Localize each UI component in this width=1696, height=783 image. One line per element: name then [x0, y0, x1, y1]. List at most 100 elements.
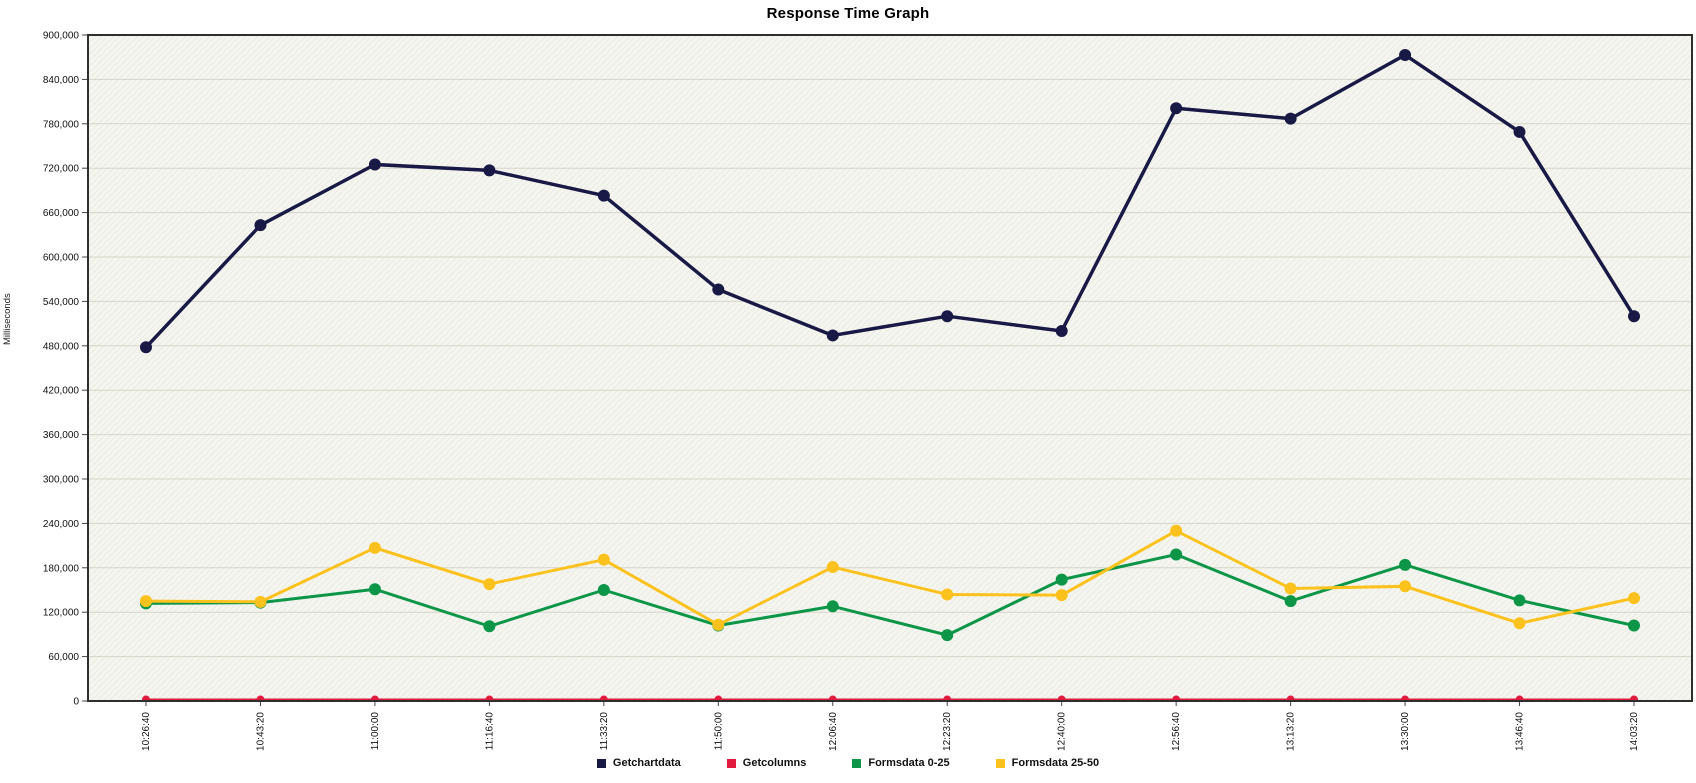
- data-point: [142, 695, 150, 701]
- data-point: [828, 695, 837, 701]
- data-point: [1399, 580, 1412, 593]
- y-axis-ticks: 0 60,000 120,000 180,000 240,000 300,000 360,0…: [43, 31, 88, 708]
- data-point: [1284, 595, 1297, 608]
- y-tick-label: 120,000: [43, 608, 80, 619]
- data-point: [1399, 48, 1412, 61]
- y-tick-label: 840,000: [43, 75, 80, 86]
- y-tick-label: 660,000: [43, 208, 80, 219]
- y-tick-label: 600,000: [43, 253, 80, 264]
- legend-item-formsdata-25-50: Formsdata 25-50: [995, 757, 1099, 769]
- data-point: [712, 618, 725, 631]
- x-tick-label: 11:50:00: [713, 712, 724, 751]
- data-point: [941, 629, 954, 642]
- data-point: [1286, 695, 1295, 701]
- data-point: [254, 595, 267, 608]
- data-point: [1284, 112, 1297, 125]
- y-tick-label: 780,000: [43, 119, 80, 130]
- plot-hatch: [88, 35, 1692, 701]
- legend-item-getcolumns: Getcolumns: [726, 757, 807, 769]
- data-point: [368, 158, 381, 171]
- y-tick-label: 180,000: [43, 563, 80, 574]
- data-point: [714, 695, 723, 701]
- legend-item-formsdata-0-25: Formsdata 0-25: [852, 757, 950, 769]
- y-tick-label: 900,000: [43, 31, 80, 42]
- y-tick-label: 60,000: [48, 652, 79, 663]
- data-point: [1055, 573, 1068, 586]
- data-point: [597, 189, 610, 202]
- data-point: [256, 695, 265, 701]
- data-point: [1630, 695, 1638, 701]
- data-point: [1170, 524, 1183, 537]
- data-point: [483, 620, 496, 633]
- data-point: [943, 695, 952, 701]
- x-tick-label: 11:16:40: [484, 712, 495, 751]
- data-point: [599, 695, 608, 701]
- x-tick-label: 12:06:40: [828, 712, 839, 751]
- data-point: [483, 164, 496, 177]
- x-tick-label: 11:00:00: [370, 712, 381, 751]
- data-point: [140, 595, 152, 608]
- data-point: [485, 695, 494, 701]
- data-point: [1628, 310, 1640, 323]
- legend-swatch-icon: [852, 758, 862, 768]
- data-point: [597, 553, 610, 566]
- data-point: [1170, 548, 1183, 561]
- series-layer: [140, 48, 1640, 701]
- data-point: [368, 583, 381, 596]
- plot-border: [87, 34, 1693, 702]
- data-point: [1172, 695, 1181, 701]
- x-tick-label: 12:23:20: [942, 712, 953, 751]
- x-tick-label: 13:13:20: [1286, 712, 1297, 751]
- y-tick-label: 300,000: [43, 475, 80, 486]
- y-tick-label: 720,000: [43, 164, 80, 175]
- series-getcolumns: [142, 695, 1638, 701]
- data-point: [712, 283, 725, 296]
- legend-swatch-icon: [596, 758, 606, 768]
- data-point: [1513, 125, 1526, 138]
- data-point: [1057, 695, 1066, 701]
- series-formsdata-25-50: [140, 524, 1640, 631]
- legend-item-getchartdata: Getchartdata: [596, 757, 681, 769]
- legend-label: Formsdata 0-25: [868, 757, 950, 769]
- data-point: [1515, 695, 1524, 701]
- data-point: [1628, 619, 1640, 632]
- page-title: Response Time Graph: [766, 5, 930, 22]
- x-tick-label: 10:43:20: [255, 712, 266, 751]
- x-tick-label: 12:40:00: [1057, 712, 1068, 751]
- data-point: [1628, 592, 1640, 605]
- x-tick-label: 13:46:40: [1515, 712, 1526, 751]
- data-point: [368, 541, 381, 554]
- data-point: [1170, 102, 1183, 115]
- y-tick-label: 360,000: [43, 430, 80, 441]
- x-tick-label: 11:33:20: [599, 712, 610, 751]
- y-tick-label: 540,000: [43, 297, 80, 308]
- response-time-chart: 0 60,000 120,000 180,000 240,000 300,000 360,0…: [43, 31, 1693, 751]
- series-getchartdata: [140, 48, 1640, 354]
- data-point: [826, 600, 839, 613]
- data-point: [370, 695, 379, 701]
- x-tick-label: 13:30:00: [1400, 712, 1411, 751]
- data-point: [483, 578, 496, 591]
- data-point: [1513, 594, 1526, 607]
- chart-legend: Getchartdata Getcolumns Formsdata 0-25 Form…: [0, 757, 1696, 769]
- data-point: [597, 584, 610, 596]
- y-tick-label: 240,000: [43, 519, 80, 530]
- legend-swatch-icon: [726, 758, 736, 768]
- legend-label: Getcolumns: [742, 757, 807, 769]
- y-tick-label: 480,000: [43, 341, 80, 352]
- data-point: [1513, 617, 1526, 630]
- y-tick-label: 0: [73, 697, 79, 708]
- legend-label: Getchartdata: [612, 757, 681, 769]
- data-point: [941, 588, 954, 601]
- data-point: [1055, 325, 1068, 337]
- data-point: [941, 310, 954, 323]
- gridlines: [88, 78, 1692, 658]
- data-point: [1399, 558, 1412, 571]
- data-point: [826, 561, 839, 574]
- y-tick-label: 420,000: [43, 386, 80, 397]
- data-point: [1401, 695, 1410, 701]
- x-tick-label: 10:26:40: [141, 712, 152, 751]
- data-point: [254, 219, 267, 232]
- legend-swatch-icon: [995, 758, 1005, 768]
- x-tick-label: 14:03:20: [1629, 712, 1640, 751]
